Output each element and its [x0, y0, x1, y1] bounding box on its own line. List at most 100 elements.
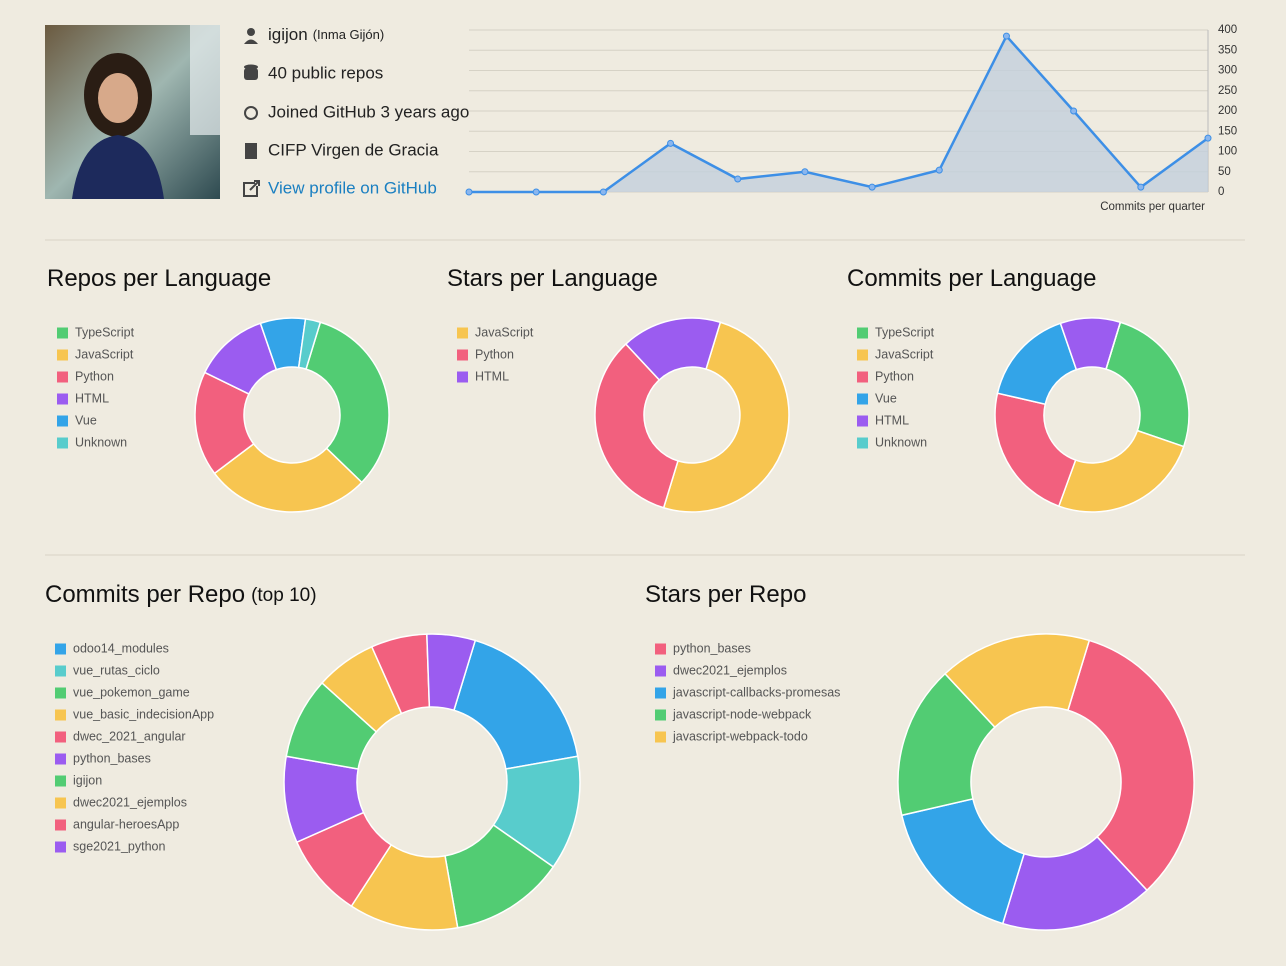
chart-title: Stars per Repo: [645, 581, 806, 608]
point: [465, 188, 473, 196]
y-tick-label: 350: [1218, 44, 1237, 56]
legend-swatch: [55, 819, 66, 831]
legend-label: HTML: [75, 391, 109, 405]
chart-title: Stars per Language: [447, 265, 658, 292]
legend-label: igijon: [73, 773, 102, 787]
point: [868, 183, 876, 191]
legend-label: vue_pokemon_game: [73, 685, 190, 699]
pie-segment: [944, 633, 1091, 729]
avatar-waterfall: [190, 25, 220, 135]
legend-label: JavaScript: [475, 325, 534, 339]
legend-label: Unknown: [875, 435, 927, 449]
legend-label: javascript-callbacks-promesas: [672, 685, 840, 699]
pie-segment: [297, 318, 322, 371]
title-text: Repos per Language: [47, 265, 271, 292]
user-icon: [247, 28, 255, 36]
legend-label: odoo14_modules: [73, 641, 169, 655]
pie-segment: [1105, 321, 1190, 448]
legend-swatch: [57, 393, 68, 405]
legend-label: HTML: [475, 369, 509, 383]
legend-swatch: [55, 753, 66, 765]
legend-swatch: [655, 731, 666, 743]
login: igijon: [268, 25, 308, 44]
legend-label: Python: [875, 369, 914, 383]
pie-segment: [1001, 835, 1149, 931]
pie-segment: [426, 633, 477, 712]
legend-swatch: [857, 415, 868, 427]
legend-swatch: [655, 665, 666, 677]
point: [801, 168, 809, 176]
legend-swatch: [55, 687, 66, 699]
chart-title: Commits per Language: [847, 265, 1096, 292]
legend-swatch: [857, 371, 868, 383]
joined: Joined GitHub 3 years ago: [268, 102, 469, 121]
legend-label: HTML: [875, 413, 909, 427]
legend-swatch: [57, 371, 68, 383]
legend-label: angular-heroesApp: [73, 817, 179, 831]
db-icon-body: [244, 68, 258, 80]
legend-swatch: [57, 437, 68, 449]
y-tick-label: 300: [1218, 65, 1237, 77]
pie-segment: [305, 321, 390, 484]
y-tick-label: 50: [1218, 166, 1231, 178]
profile-name: igijon (Inma Gijón): [268, 25, 384, 44]
legend-swatch: [457, 371, 468, 383]
legend-label: TypeScript: [875, 325, 935, 339]
pie-segment: [897, 672, 996, 817]
avatar-jacket: [72, 135, 164, 199]
legend-label: javascript-webpack-todo: [672, 729, 808, 743]
link-icon: [243, 180, 260, 197]
clock-icon: [244, 106, 258, 120]
legend-label: vue_basic_indecisionApp: [73, 707, 214, 721]
legend-swatch: [55, 643, 66, 655]
pie-segment: [1059, 317, 1122, 371]
title-text: Stars per Repo: [645, 581, 806, 608]
point: [532, 188, 540, 196]
legend-swatch: [655, 643, 666, 655]
legend-label: dwec2021_ejemplos: [673, 663, 787, 677]
legend-swatch: [655, 687, 666, 699]
legend-swatch: [457, 327, 468, 339]
profile-link[interactable]: View profile on GitHub: [268, 178, 437, 197]
legend-swatch: [857, 437, 868, 449]
x-axis-label: Commits per quarter: [1100, 201, 1205, 213]
legend-label: TypeScript: [75, 325, 135, 339]
pie-segment: [994, 392, 1077, 508]
legend-label: Python: [75, 369, 114, 383]
y-tick-label: 200: [1218, 105, 1237, 117]
pie-segment: [1057, 429, 1185, 513]
legend-label: Vue: [875, 391, 897, 405]
legend-label: Vue: [75, 413, 97, 427]
point: [1204, 134, 1212, 142]
title-text: Stars per Language: [447, 265, 658, 292]
legend-label: JavaScript: [75, 347, 134, 361]
y-tick-label: 400: [1218, 24, 1237, 36]
legend-label: Python: [475, 347, 514, 361]
legend-swatch: [857, 349, 868, 361]
point: [667, 139, 675, 147]
y-tick-label: 100: [1218, 146, 1237, 158]
pie-segment: [213, 442, 363, 513]
point: [935, 166, 943, 174]
pie-segment: [662, 321, 790, 513]
legend-swatch: [55, 841, 66, 853]
legend-swatch: [857, 393, 868, 405]
icons: [243, 28, 260, 197]
point: [1002, 32, 1010, 40]
legend-label: javascript-node-webpack: [672, 707, 812, 721]
chart-title: Commits per Repo (top 10): [45, 581, 317, 608]
area: [469, 36, 1208, 193]
user-icon-body: [244, 39, 258, 44]
legend-label: dwec2021_ejemplos: [73, 795, 187, 809]
title-text: Commits per Repo: [45, 581, 245, 608]
legend-swatch: [57, 327, 68, 339]
pie-segment: [624, 317, 722, 381]
legend-swatch: [655, 709, 666, 721]
legend-swatch: [55, 797, 66, 809]
point: [599, 188, 607, 196]
legend-label: vue_rutas_ciclo: [73, 663, 160, 677]
pie-segment: [594, 342, 679, 509]
line: [469, 33, 1209, 194]
pie-segment: [900, 797, 1026, 925]
